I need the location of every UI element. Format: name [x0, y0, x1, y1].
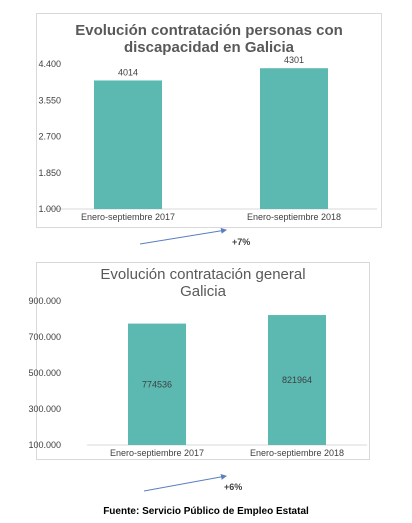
growth-label-1: +7% — [232, 237, 251, 247]
chart-1-data-label: 4301 — [284, 55, 304, 65]
chart-1-data-label: 4014 — [118, 67, 138, 77]
chart-1-ytick-label: 1.850 — [38, 168, 61, 178]
chart-1-title-line-1: Evolución contratación personas con — [75, 22, 343, 39]
chart-1-title: Evolución contratación personas con disc… — [37, 22, 381, 56]
growth-label-2: +6% — [224, 482, 243, 492]
chart-1-title-line-2: discapacidad en Galicia — [123, 39, 295, 56]
chart-2: Evolución contratación general Galicia 1… — [28, 262, 370, 460]
chart-1: Evolución contratación personas con disc… — [36, 13, 382, 228]
chart-1-bar — [94, 80, 162, 209]
chart-2-plot: 100.000 300.000 500.000 700.000 900.000 77453… — [28, 296, 367, 458]
chart-1-bar — [260, 68, 328, 209]
chart-2-ytick-label: 300.000 — [28, 404, 61, 414]
chart-2-title: Evolución contratación general Galicia — [37, 266, 369, 300]
chart-2-data-label: 774536 — [142, 379, 172, 389]
chart-2-ytick-label: 500.000 — [28, 368, 61, 378]
chart-1-ytick-label: 4.400 — [38, 59, 61, 69]
chart-1-category-label: Enero-septiembre 2018 — [247, 212, 341, 222]
chart-2-bar — [268, 315, 326, 445]
source-note: Fuente: Servicio Público de Empleo Estat… — [103, 506, 309, 517]
growth-arrow-2-line — [143, 473, 227, 492]
chart-2-ytick-label: 700.000 — [28, 332, 61, 342]
chart-1-ytick-label: 1.000 — [38, 204, 61, 214]
chart-2-title-line-2: Galicia — [180, 283, 226, 300]
growth-arrow-1-line — [139, 227, 227, 245]
chart-2-ytick-label: 100.000 — [28, 440, 61, 450]
chart-2-ytick-label: 900.000 — [28, 296, 61, 306]
chart-2-title-line-1: Evolución contratación general — [100, 266, 306, 283]
chart-2-category-label: Enero-septiembre 2018 — [250, 448, 344, 458]
chart-1-category-label: Enero-septiembre 2017 — [81, 212, 175, 222]
chart-2-bar — [128, 323, 186, 445]
chart-1-ytick-label: 2.700 — [38, 132, 61, 142]
chart-1-ytick-label: 3.550 — [38, 95, 61, 105]
chart-1-plot: 1.000 1.850 2.700 3.550 4.400 4014 Enero-septi… — [38, 55, 377, 222]
chart-2-data-label: 821964 — [282, 375, 312, 385]
chart-2-category-label: Enero-septiembre 2017 — [110, 448, 204, 458]
